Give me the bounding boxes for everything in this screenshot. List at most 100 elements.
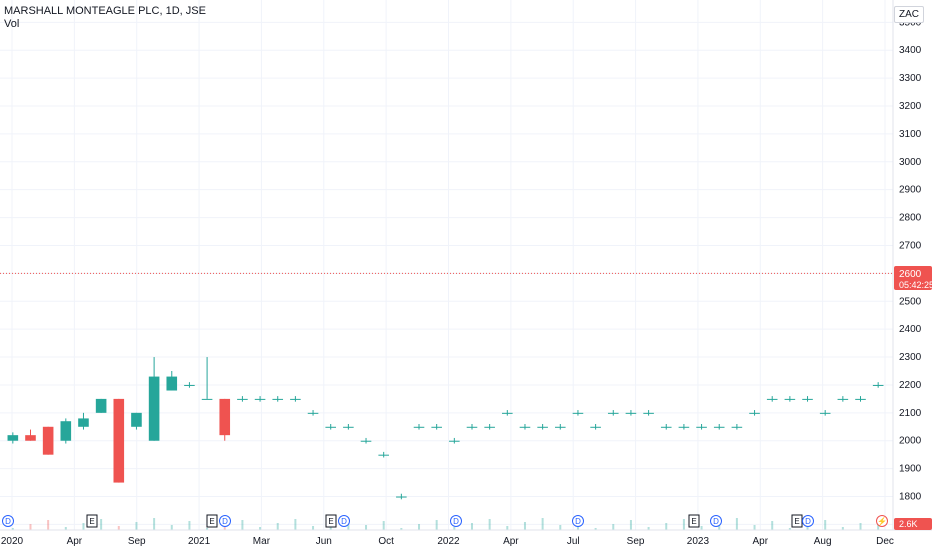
symbol-title[interactable]: MARSHALL MONTEAGLE PLC, 1D, JSE: [4, 5, 206, 17]
volume-bar: [11, 528, 14, 530]
x-tick-label: 2020: [1, 536, 24, 547]
dividend-icon-glyph: D: [575, 517, 581, 526]
candle-body: [572, 412, 584, 414]
earnings-icon-glyph: E: [691, 517, 696, 526]
y-tick-label: 3100: [899, 129, 922, 140]
volume-bar: [771, 521, 774, 530]
x-tick-label: Jul: [567, 536, 580, 547]
volume-bar: [700, 526, 703, 530]
candle-body: [78, 418, 89, 427]
candle-body: [343, 426, 354, 428]
dividend-icon-glyph: D: [805, 517, 811, 526]
dividend-icon[interactable]: [572, 515, 584, 527]
volume-bar: [117, 526, 120, 530]
volume-bar: [153, 518, 156, 530]
y-tick-label: 2200: [899, 380, 922, 391]
x-tick-label: 2023: [687, 536, 710, 547]
candle-body: [696, 426, 707, 428]
earnings-icon[interactable]: [206, 514, 218, 528]
y-tick-label: 2500: [899, 296, 922, 307]
candle-body: [872, 384, 884, 386]
volume-bar: [47, 520, 50, 530]
volume-bar: [647, 527, 650, 530]
volume-bar: [859, 523, 862, 530]
candle-body: [519, 426, 531, 428]
candle-body: [643, 412, 654, 414]
dividend-icon[interactable]: [338, 515, 350, 527]
volume-bar: [594, 528, 597, 530]
volume-bar: [735, 518, 738, 530]
volume-tag-value: 2.6K: [899, 519, 918, 529]
earnings-icon[interactable]: [325, 514, 337, 528]
dividend-icon-glyph: D: [222, 517, 228, 526]
dividend-icon[interactable]: [219, 515, 231, 527]
candle-body: [784, 398, 796, 400]
candle-body: [42, 426, 54, 455]
dividend-icon[interactable]: [802, 515, 814, 527]
volume-bar: [365, 525, 368, 530]
volume-bar: [682, 519, 685, 530]
x-tick-label: Apr: [503, 536, 519, 547]
y-tick-label: 2100: [899, 408, 922, 419]
earnings-icon-glyph: E: [328, 517, 333, 526]
earnings-icon-glyph: E: [794, 517, 799, 526]
candle-body: [713, 426, 725, 428]
volume-bar: [29, 524, 32, 530]
volume-bar: [435, 520, 438, 530]
y-tick-label: 3000: [899, 157, 922, 168]
dividend-icon[interactable]: [2, 515, 14, 527]
grid-lines: [0, 0, 893, 530]
candle-body: [148, 376, 160, 441]
x-tick-label: Aug: [814, 536, 832, 547]
candle-body: [802, 398, 813, 400]
volume-bar: [470, 523, 473, 530]
dividend-icon-glyph: D: [713, 517, 719, 526]
flash-icon[interactable]: [876, 515, 888, 527]
volume-bar: [100, 519, 103, 530]
x-tick-label: Sep: [128, 536, 146, 547]
candle-body: [325, 426, 337, 428]
candle-body: [590, 426, 601, 428]
candle-body: [449, 440, 460, 442]
volume-bar: [400, 528, 403, 530]
volume-bar: [312, 526, 315, 530]
volume-bar: [135, 522, 138, 530]
candle-body: [466, 426, 478, 428]
dividend-icon[interactable]: [450, 515, 462, 527]
volume-bar: [241, 520, 244, 530]
x-tick-label: Sep: [627, 536, 645, 547]
volume-bar: [541, 518, 544, 530]
earnings-icon[interactable]: [688, 514, 700, 528]
volume-bar: [612, 524, 615, 530]
volume-indicator-label[interactable]: Vol: [4, 18, 20, 30]
earnings-icon-glyph: E: [209, 517, 214, 526]
candle-body: [554, 426, 566, 428]
x-tick-label: 2022: [437, 536, 460, 547]
dividend-icon[interactable]: [710, 515, 722, 527]
volume-bar: [788, 528, 791, 530]
candle-body: [237, 398, 248, 400]
candle-body: [502, 412, 513, 414]
last-price-tag: 2600 05:42:25: [894, 266, 932, 290]
x-tick-label: 2021: [188, 536, 211, 547]
time-axis[interactable]: 2020 Apr Sep 2021 Mar Jun Oct 2022 Apr Jul Sep 2023…: [1, 536, 894, 547]
candle-body: [113, 398, 125, 483]
y-tick-label: 1900: [899, 464, 922, 475]
volume-bar: [188, 521, 191, 530]
y-tick-label: 3400: [899, 45, 922, 56]
last-price-countdown: 05:42:25: [899, 280, 932, 290]
candle-body: [431, 426, 442, 428]
x-tick-label: Mar: [253, 536, 271, 547]
flash-icon-glyph: ⚡: [877, 516, 887, 526]
candle-body: [766, 398, 778, 400]
y-tick-label: 1800: [899, 492, 922, 503]
volume-bar: [82, 523, 85, 530]
volume-bar: [294, 519, 297, 530]
currency-button[interactable]: ZAC: [894, 6, 924, 23]
x-tick-label: Oct: [378, 536, 394, 547]
volume-bar: [841, 527, 844, 530]
earnings-icon[interactable]: [86, 514, 98, 528]
y-tick-label: 2300: [899, 352, 922, 363]
